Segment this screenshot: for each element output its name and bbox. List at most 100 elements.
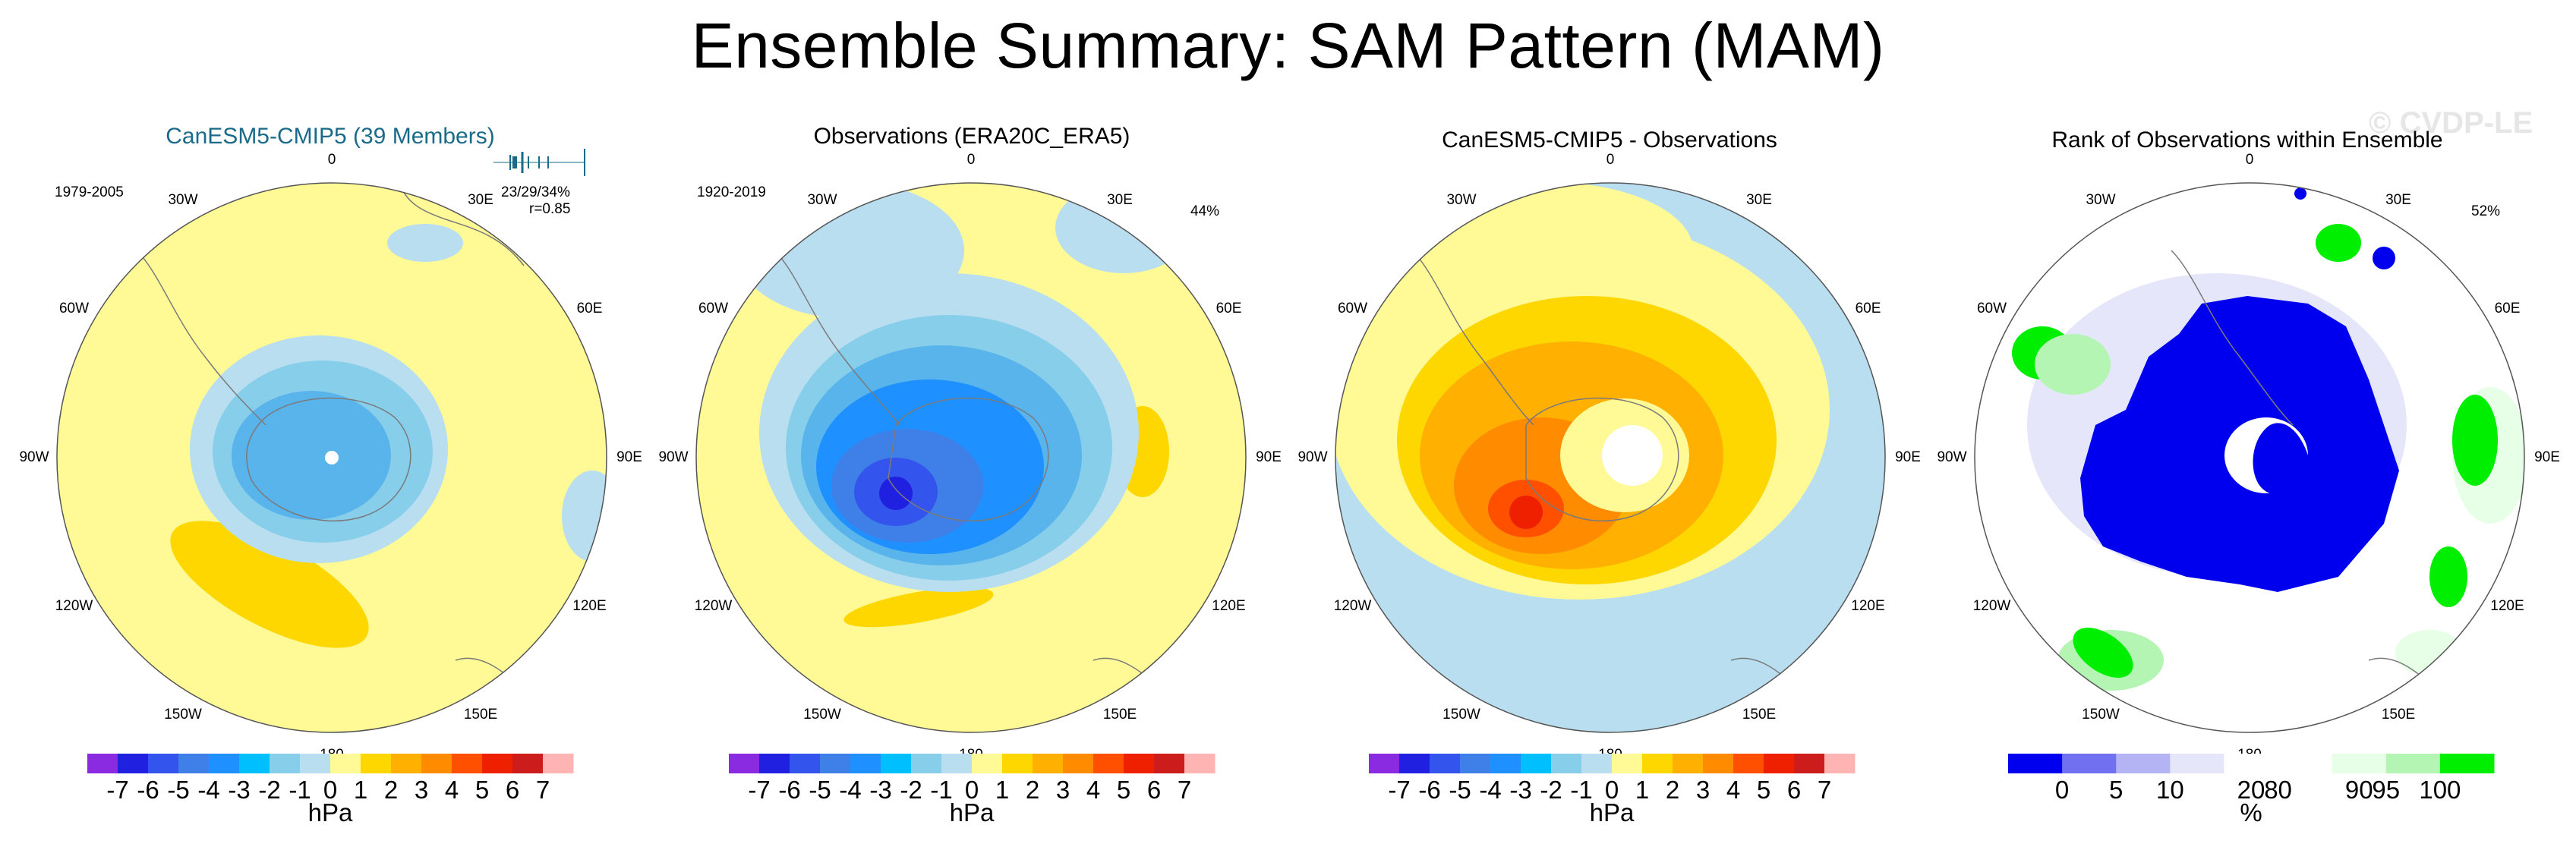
longitude-label: 90W [19, 449, 49, 465]
colorbar-swatch [790, 754, 821, 773]
panel-title-difference: CanESM5-CMIP5 - Observations [1442, 128, 1777, 153]
colorbar-swatch [209, 754, 240, 773]
colorbar-tick-label: -1 [288, 776, 311, 804]
colorbar-swatch [270, 754, 301, 773]
colorbar-tick-label: 0 [2054, 776, 2070, 804]
colorbar-tick-label: 2 [1665, 776, 1680, 804]
longitude-label: 120E [572, 598, 607, 614]
colorbar-swatch [2062, 754, 2117, 773]
colorbar-swatch [2170, 754, 2224, 773]
colorbar-swatch [2439, 754, 2495, 773]
colorbar-tick-label: 95 [2372, 776, 2401, 804]
colorbar-tick-label: -3 [1509, 776, 1532, 804]
obs-period-label: 1920-2019 [697, 184, 766, 200]
colorbar-swatch [2224, 754, 2279, 773]
colorbar-swatch [1369, 754, 1400, 773]
longitude-label: 60W [58, 301, 90, 316]
colorbar-swatch [1399, 754, 1430, 773]
longitude-label: 120W [1972, 598, 2011, 614]
longitude-label: 150W [164, 707, 202, 723]
panel-title-rank: Rank of Observations within Ensemble [2051, 128, 2443, 153]
rank-percent-label: 52% [2471, 203, 2501, 219]
colorbar-swatch [1733, 754, 1764, 773]
colorbar-tick-label: 2 [1025, 776, 1040, 804]
colorbar-swatch [543, 754, 574, 773]
colorbar-tick-label: -5 [1449, 776, 1471, 804]
panel-title-observations: Observations (ERA20C_ERA5) [813, 124, 1130, 149]
colorbar-observations [729, 754, 1215, 773]
longitude-label: 30E [468, 191, 493, 208]
longitude-label: 150W [1442, 707, 1480, 723]
colorbar-swatch [759, 754, 790, 773]
colorbar-tick-label: 6 [1146, 776, 1162, 804]
colorbar-unit-label: hPa [949, 798, 995, 827]
longitude-label: 120W [694, 598, 733, 614]
longitude-label: 0 [2245, 152, 2254, 168]
longitude-label: 30E [1107, 191, 1133, 208]
longitude-label: 0 [966, 152, 976, 168]
longitude-label: 150E [1742, 707, 1777, 723]
model-stats-corr: r=0.85 [529, 201, 571, 217]
colorbar-swatch [482, 754, 513, 773]
longitude-label: 30W [2086, 191, 2116, 208]
longitude-label: 150W [2082, 707, 2120, 723]
colorbar-swatch [820, 754, 851, 773]
model-period-label: 1979-2005 [55, 184, 124, 200]
colorbar-tick-label: -2 [900, 776, 922, 804]
longitude-label: 120E [1212, 598, 1246, 614]
longitude-label: 90W [1297, 449, 1328, 465]
colorbar-difference [1369, 754, 1856, 773]
colorbar-swatch [1033, 754, 1064, 773]
colorbar-swatch [1673, 754, 1704, 773]
colorbar-tick-label: 5 [475, 776, 490, 804]
colorbar-tick-label: -1 [930, 776, 953, 804]
colorbar-tick-label: 20 [2237, 776, 2265, 804]
colorbar-swatch [911, 754, 942, 773]
colorbar-tick-label: -6 [1418, 776, 1441, 804]
colorbar-unit-label: % [2240, 798, 2262, 827]
colorbar-swatch [1703, 754, 1734, 773]
longitude-label: 60W [1337, 301, 1368, 316]
colorbar-swatch [1430, 754, 1461, 773]
colorbar-tick-label: 10 [2155, 776, 2184, 804]
colorbar-tick-label: -7 [106, 776, 129, 804]
longitude-label: 150E [2381, 707, 2416, 723]
colorbar-tick-label: -1 [1570, 776, 1593, 804]
colorbar-swatch [1154, 754, 1185, 773]
obs-percent-label: 44% [1190, 203, 1220, 219]
longitude-label: 150W [803, 707, 841, 723]
colorbar-tick-label: 7 [1817, 776, 1832, 804]
colorbar-tick-label: 5 [1756, 776, 1771, 804]
longitude-label: 30W [807, 191, 837, 208]
colorbar-tick-label: 4 [1726, 776, 1741, 804]
longitude-label: 90W [1937, 449, 1967, 465]
colorbar-swatch [1063, 754, 1094, 773]
colorbar-swatch [1642, 754, 1673, 773]
colorbar-swatch [1002, 754, 1033, 773]
colorbar-tick-label: -5 [167, 776, 190, 804]
longitude-label: 150E [1102, 707, 1137, 723]
colorbar-swatch [1612, 754, 1643, 773]
longitude-label: 30E [2385, 191, 2411, 208]
longitude-label: 90E [1256, 449, 1282, 465]
model-stats-pct: 23/29/34% [501, 184, 570, 200]
longitude-label: 90E [616, 449, 642, 465]
colorbar-swatch [1124, 754, 1155, 773]
colorbar-tick-label: -3 [228, 776, 251, 804]
colorbar-tick-label: 0 [964, 776, 979, 804]
colorbar-tick-label: 1 [995, 776, 1010, 804]
longitude-label: 90E [2534, 449, 2560, 465]
colorbar-swatch [850, 754, 881, 773]
colorbar-swatch [239, 754, 270, 773]
colorbar-swatch [1551, 754, 1582, 773]
colorbar-swatch [2278, 754, 2333, 773]
colorbar-swatch [1093, 754, 1124, 773]
colorbar-tick-label: -6 [137, 776, 159, 804]
colorbar-tick-label: -7 [1388, 776, 1411, 804]
colorbar-tick-label: -3 [869, 776, 892, 804]
colorbar-swatch [391, 754, 422, 773]
page-title: Ensemble Summary: SAM Pattern (MAM) [691, 10, 1885, 81]
